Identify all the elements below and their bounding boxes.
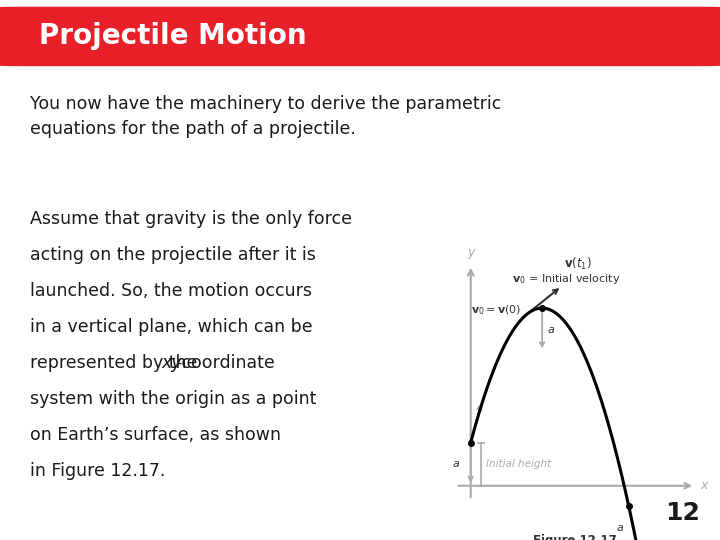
Text: xy: xy (161, 354, 181, 372)
Text: Initial height: Initial height (486, 459, 552, 469)
Text: $\mathbf{v}(t_1)$: $\mathbf{v}(t_1)$ (564, 255, 593, 272)
Text: Figure 12.17: Figure 12.17 (534, 534, 617, 540)
Text: Projectile Motion: Projectile Motion (39, 23, 306, 50)
Text: $\mathbf{v}_0 = \mathbf{v}(0)$: $\mathbf{v}_0 = \mathbf{v}(0)$ (471, 303, 521, 318)
Text: represented by the: represented by the (30, 354, 203, 372)
Text: in a vertical plane, which can be: in a vertical plane, which can be (30, 318, 312, 336)
Text: -coordinate: -coordinate (175, 354, 274, 372)
Text: in Figure 12.17.: in Figure 12.17. (30, 462, 166, 480)
Text: $\mathbf{v}_0$ = Initial velocity: $\mathbf{v}_0$ = Initial velocity (511, 272, 620, 286)
Text: x: x (701, 480, 708, 492)
Text: on Earth’s surface, as shown: on Earth’s surface, as shown (30, 426, 281, 444)
Text: a: a (616, 523, 623, 533)
Text: You now have the machinery to derive the parametric
equations for the path of a : You now have the machinery to derive the… (30, 95, 501, 138)
Text: Assume that gravity is the only force: Assume that gravity is the only force (30, 210, 352, 228)
Text: 12: 12 (665, 501, 700, 525)
FancyBboxPatch shape (0, 6, 720, 66)
Text: system with the origin as a point: system with the origin as a point (30, 390, 316, 408)
Text: y: y (467, 246, 474, 259)
Text: a: a (453, 459, 460, 469)
Text: launched. So, the motion occurs: launched. So, the motion occurs (30, 282, 312, 300)
Text: acting on the projectile after it is: acting on the projectile after it is (30, 246, 316, 264)
Text: a: a (547, 325, 554, 335)
